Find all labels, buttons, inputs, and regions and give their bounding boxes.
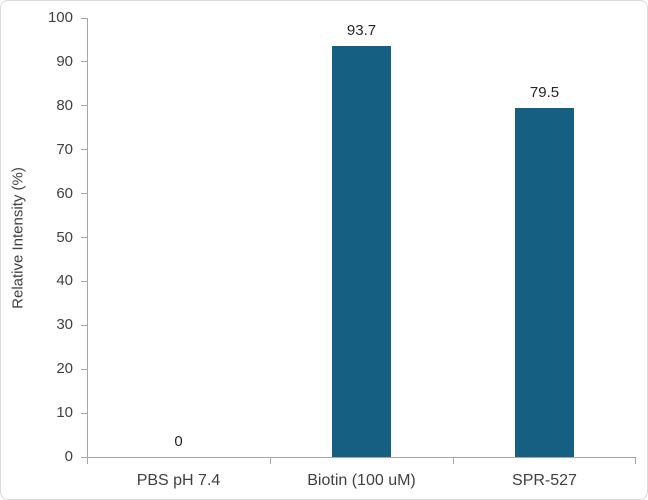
- x-axis-tick: [453, 457, 454, 464]
- x-category-label: SPR-527: [512, 472, 577, 489]
- bar: [515, 108, 574, 457]
- y-axis-tick-label: 40: [56, 272, 73, 290]
- y-axis-tick: [81, 237, 88, 238]
- y-axis-tick-label: 30: [56, 316, 73, 334]
- y-axis-tick-label: 50: [56, 228, 73, 246]
- bar-data-label: 0: [174, 433, 183, 450]
- y-axis-tick: [81, 280, 88, 282]
- y-axis-tick-label: 70: [56, 140, 73, 158]
- y-axis-tick: [81, 17, 88, 19]
- y-axis-tick: [81, 324, 88, 326]
- y-axis-tick: [81, 61, 88, 63]
- x-axis-tick: [87, 457, 88, 464]
- y-axis-tick-label: 80: [56, 96, 73, 114]
- y-axis-tick-label: 100: [47, 9, 73, 26]
- plot-area: 0 10 20 30 40 50 60 70 80 90 100 0 PBS pH 7.4 93.7 Bio…: [48, 9, 636, 489]
- x-axis-tick: [270, 457, 271, 464]
- x-category-label: PBS pH 7.4: [136, 472, 221, 489]
- bar-data-label: 93.7: [346, 21, 377, 39]
- y-axis-tick: [81, 412, 88, 414]
- y-axis-tick-label: 10: [56, 404, 73, 422]
- y-axis-tick: [81, 149, 88, 151]
- y-axis-tick: [81, 193, 88, 195]
- y-axis-tick: [81, 368, 88, 370]
- y-axis-tick-label: 0: [64, 448, 73, 465]
- y-axis-tick-label: 90: [56, 52, 73, 70]
- y-axis-tick: [81, 456, 88, 458]
- y-axis-tick-label: 60: [56, 184, 73, 202]
- x-axis-tick: [635, 457, 636, 464]
- bar-data-label: 79.5: [529, 83, 560, 101]
- y-axis-tick-label: 20: [56, 360, 73, 378]
- x-category-label: Biotin (100 uM): [307, 472, 416, 489]
- y-axis-tick: [81, 105, 88, 107]
- x-axis-line: [87, 457, 636, 458]
- bar: [332, 45, 391, 457]
